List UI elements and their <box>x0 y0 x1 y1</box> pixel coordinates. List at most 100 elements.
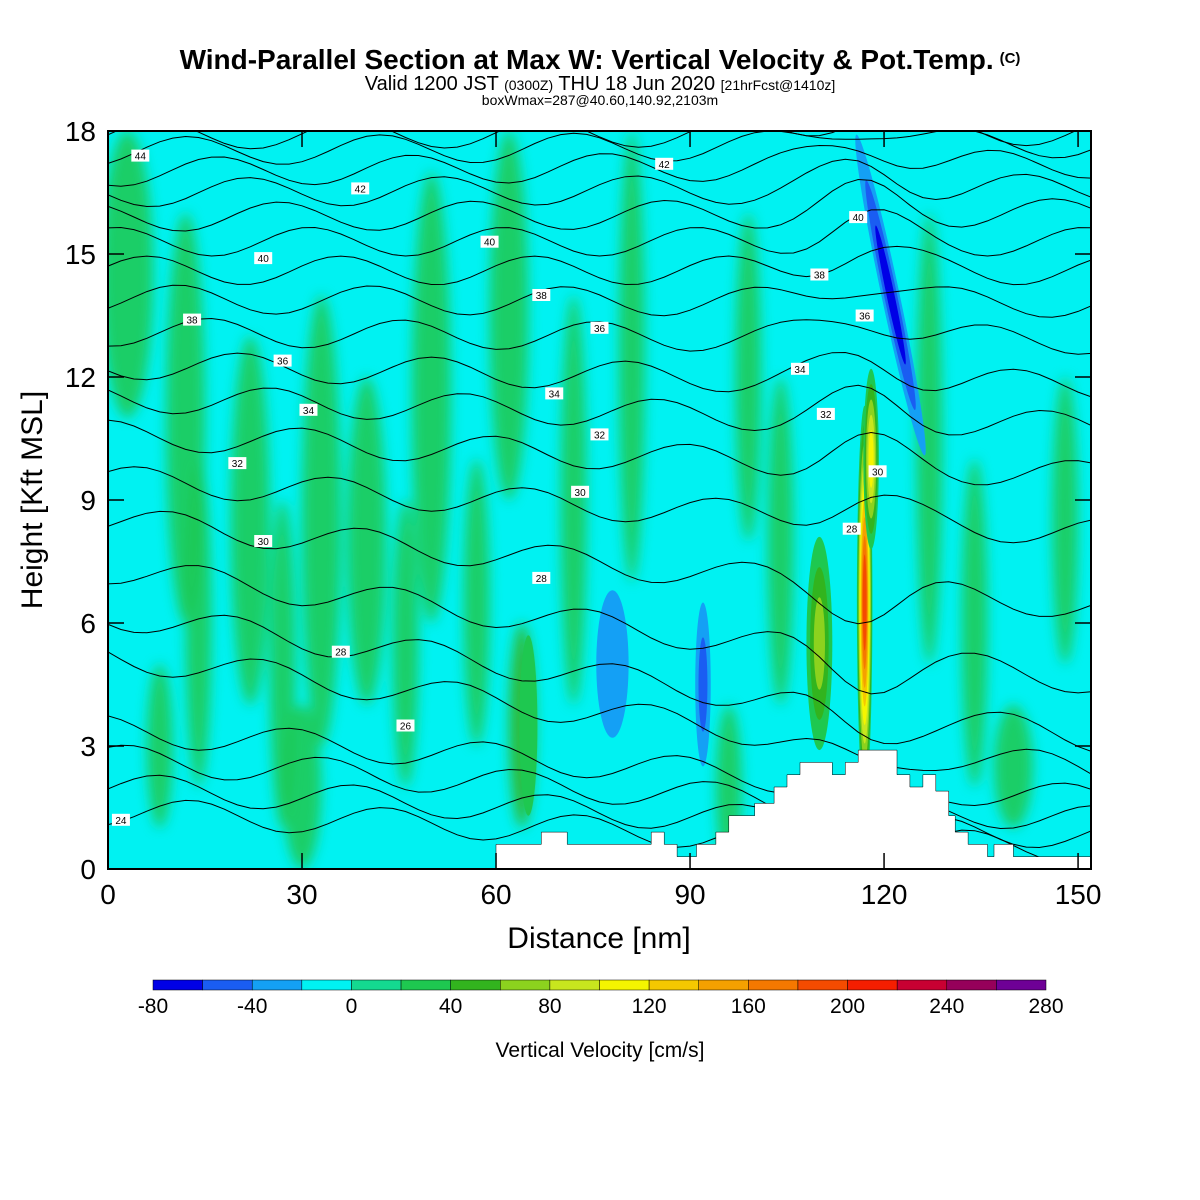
contour-label: 24 <box>111 813 130 827</box>
contour-label-bg <box>299 403 318 416</box>
contour-label-bg <box>254 252 273 265</box>
colorbar-swatch <box>400 979 451 991</box>
colorbar-tick-label: 80 <box>538 995 561 1018</box>
contour-label-text: 36 <box>859 312 871 323</box>
contour-label-bg <box>810 268 829 281</box>
velocity-streak <box>230 336 270 705</box>
colorbar-swatch <box>698 979 749 991</box>
colorbar-swatch <box>996 979 1047 991</box>
y-tick-label: 9 <box>80 485 96 516</box>
colorbar-tick-label: 0 <box>346 995 358 1018</box>
colorbar-label: Vertical Velocity [cm/s] <box>496 1039 705 1062</box>
contour-label-text: 32 <box>594 430 606 441</box>
isentrope-line <box>108 565 1091 695</box>
velocity-streak <box>961 459 988 787</box>
velocity-streak <box>489 131 529 500</box>
contour-label-text: 32 <box>232 459 244 470</box>
isentrope-line <box>108 614 1091 752</box>
updraft-upper <box>868 430 874 488</box>
contour-label: 38 <box>810 268 829 282</box>
contour-label: 26 <box>396 719 415 733</box>
contour-label: 28 <box>532 571 551 585</box>
isentrope-line <box>108 510 1091 625</box>
contour-label-text: 28 <box>335 648 347 659</box>
contour-label-text: 30 <box>872 467 884 478</box>
contour-label: 36 <box>273 354 292 368</box>
contour-label-text: 38 <box>814 271 826 282</box>
isentrope-line <box>108 466 1091 544</box>
contour-label-bg <box>790 362 809 375</box>
x-tick-label: 0 <box>100 879 116 910</box>
plot-area: 44 42 42 40 40 40 38 38 38 36 36 36 34 34 34 32 32 32 30 30… <box>108 131 1091 869</box>
colorbar: -80 -40 0 40 80 120 160 200 240 280 <box>138 979 1064 1018</box>
contour-label-bg <box>816 407 835 420</box>
x-tick-label: 150 <box>1055 879 1102 910</box>
colorbar-swatch <box>351 979 402 991</box>
colorbar-swatch <box>599 979 650 991</box>
contour-label-text: 42 <box>355 184 367 195</box>
isentrope-line <box>108 158 1091 208</box>
velocity-streak <box>916 213 943 664</box>
contour-label-bg <box>273 354 292 367</box>
contour-label: 32 <box>228 457 247 470</box>
contour-label: 32 <box>590 428 609 441</box>
x-tick-label: 60 <box>480 879 511 910</box>
contour-label: 30 <box>868 465 887 478</box>
contour-label: 28 <box>842 522 861 536</box>
contour-label: 40 <box>254 252 273 265</box>
colorbar-swatch <box>450 979 501 991</box>
isentropes <box>108 131 1091 869</box>
contour-label-text: 24 <box>115 816 127 827</box>
colorbar-swatch <box>202 979 253 991</box>
colorbar-swatch <box>946 979 997 991</box>
contour-label-bg <box>228 457 247 470</box>
isentrope-line <box>108 245 1091 286</box>
colorbar-tick-label: 120 <box>632 995 667 1018</box>
velocity-streak <box>993 705 1033 828</box>
x-tick-label: 120 <box>861 879 908 910</box>
contour-label-text: 40 <box>853 213 865 224</box>
colorbar-tick-label: -80 <box>138 995 168 1018</box>
terrain <box>108 749 1091 869</box>
velocity-streak <box>735 213 762 541</box>
contour-label: 38 <box>183 313 202 327</box>
contour-label-bg <box>590 428 609 441</box>
y-tick-label: 12 <box>65 362 96 393</box>
colorbar-swatch <box>748 979 799 991</box>
y-axis-label: Height [Kft MSL] <box>16 391 49 609</box>
x-tick-label: 30 <box>286 879 317 910</box>
contour-label-bg <box>351 182 370 195</box>
colorbar-tick-label: 200 <box>830 995 865 1018</box>
velocity-streak <box>347 377 387 705</box>
contour-label-bg <box>131 149 150 162</box>
downdraft-upper <box>875 225 906 365</box>
contour-label-text: 38 <box>187 316 199 327</box>
contour-label-text: 36 <box>277 357 289 368</box>
isentrope-line <box>108 131 1091 165</box>
contour-label: 28 <box>331 645 350 659</box>
contour-label-bg <box>532 289 551 301</box>
contour-label: 44 <box>131 149 150 163</box>
colorbar-swatch <box>549 979 600 991</box>
contour-label-bg <box>480 235 499 248</box>
contour-label: 32 <box>816 407 835 421</box>
colorbar-swatch <box>896 979 948 991</box>
contour-label-text: 36 <box>594 324 606 335</box>
contour-label-text: 40 <box>258 254 270 265</box>
isentrope-line <box>108 351 1091 398</box>
downdraft-mid-1 <box>698 637 708 732</box>
contour-label-text: 34 <box>303 406 315 417</box>
isentrope-line <box>108 384 1091 436</box>
y-tick-label: 6 <box>80 608 96 639</box>
contour-label: 36 <box>590 321 609 335</box>
contour-label: 34 <box>545 387 564 400</box>
contour-label-bg <box>590 321 609 334</box>
contour-label-text: 32 <box>820 410 832 421</box>
contour-label-text: 28 <box>846 525 858 536</box>
contour-label-text: 28 <box>536 574 548 585</box>
contour-label-bg <box>655 157 674 170</box>
isentrope-line <box>108 144 1091 187</box>
x-axis-label: Distance [nm] <box>507 922 690 955</box>
